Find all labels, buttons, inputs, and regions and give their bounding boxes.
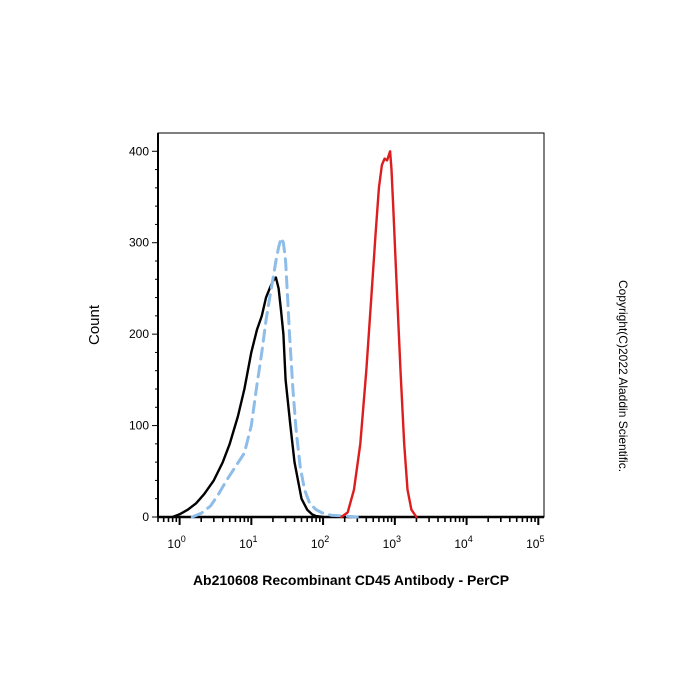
y-tick-label: 400 [129, 144, 149, 158]
y-tick-label: 100 [129, 419, 149, 433]
x-tick-label: 100 [167, 534, 185, 551]
y-axis-label: Count [86, 304, 103, 345]
series-line-1 [171, 276, 325, 519]
x-ticks: 100 101 102 103 104 105 [157, 517, 545, 551]
x-tick-label: 101 [239, 534, 257, 551]
x-tick-label: 105 [526, 534, 544, 551]
plot-frame [157, 132, 545, 518]
series-line-2 [190, 236, 359, 519]
x-tick-label: 102 [311, 534, 329, 551]
chart-title: Ab210608 Recombinant CD45 Antibody - Per… [193, 572, 509, 588]
y-tick-label: 0 [142, 510, 149, 524]
x-tick-label: 104 [454, 534, 472, 551]
y-tick-label: 200 [129, 327, 149, 341]
y-ticks: 0 100 200 300 400 [129, 144, 158, 524]
series-line-3 [340, 150, 418, 519]
series-lines [171, 150, 418, 519]
x-tick-label: 103 [383, 534, 401, 551]
copyright-watermark: Copyright(C)2022 Aladdin Scientific. [616, 280, 630, 472]
y-tick-label: 300 [129, 236, 149, 250]
